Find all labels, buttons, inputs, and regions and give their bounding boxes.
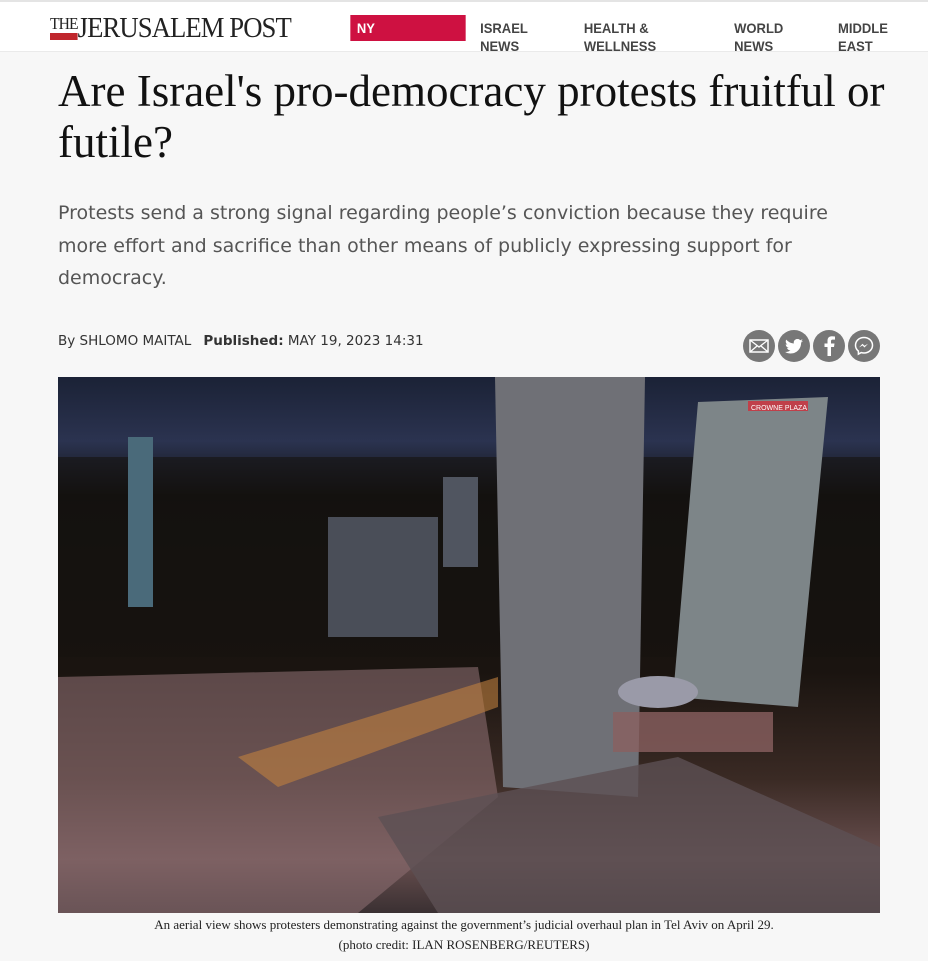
- messenger-icon[interactable]: [848, 330, 880, 362]
- site-header: THEJERUSALEM POST NY CONFERENCE ISRAEL N…: [0, 0, 928, 54]
- published-label: Published:: [203, 333, 284, 349]
- photo-caption: An aerial view shows protesters demonstr…: [0, 915, 928, 955]
- published-date: MAY 19, 2023 14:31: [287, 333, 424, 349]
- azrieli-tower-right: [673, 397, 828, 707]
- photo-scene: CROWNE PLAZA: [58, 377, 880, 913]
- nav-health-wellness[interactable]: HEALTH & WELLNESS: [584, 20, 657, 54]
- facebook-icon[interactable]: [813, 330, 845, 362]
- article-title: Are Israel's pro-democracy protests frui…: [58, 66, 885, 167]
- nav-world-news[interactable]: WORLD NEWS: [734, 20, 784, 54]
- building-left: [328, 517, 438, 637]
- share-buttons: [743, 330, 880, 362]
- site-logo[interactable]: THEJERUSALEM POST: [50, 12, 292, 44]
- nav-israel-news[interactable]: ISRAEL NEWS: [480, 20, 528, 54]
- twitter-icon[interactable]: [778, 330, 810, 362]
- mail-icon[interactable]: [743, 330, 775, 362]
- author[interactable]: By SHLOMO MAITAL: [58, 333, 192, 349]
- article-subtitle: Protests send a strong signal regarding …: [58, 202, 828, 289]
- svg-text:CROWNE PLAZA: CROWNE PLAZA: [751, 405, 807, 412]
- photo-credit: (photo credit: ILAN ROSENBERG/REUTERS): [338, 937, 590, 952]
- article-photo: CROWNE PLAZA: [58, 377, 880, 913]
- nav-ny-conference[interactable]: NY CONFERENCE: [350, 15, 466, 54]
- tower-tall-thin: [128, 437, 153, 607]
- main-nav: NY CONFERENCE ISRAEL NEWS HEALTH & WELLN…: [346, 15, 928, 54]
- nav-middle-east[interactable]: MIDDLE EAST: [837, 20, 888, 54]
- azrieli-tower-left: [495, 377, 645, 797]
- byline: By SHLOMO MAITAL Published: MAY 19, 2023 …: [58, 333, 424, 349]
